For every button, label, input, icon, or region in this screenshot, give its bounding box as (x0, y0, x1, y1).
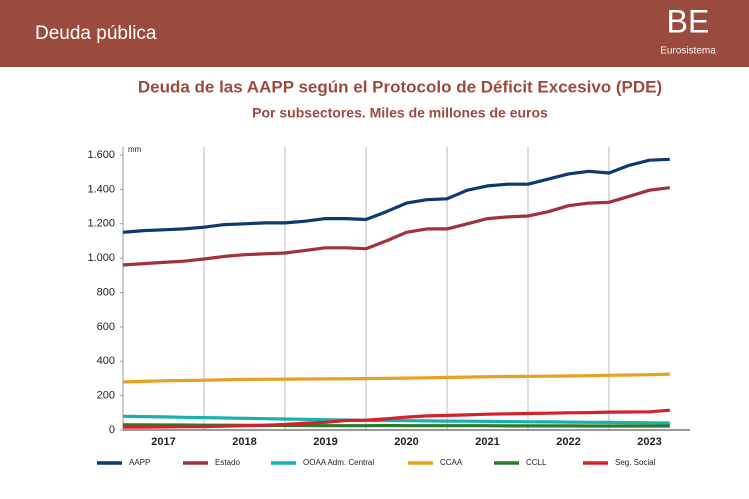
x-tick-label: 2020 (394, 436, 418, 448)
logo: BE (667, 3, 710, 39)
y-tick-label: 800 (97, 286, 115, 298)
x-tick-label: 2021 (475, 436, 499, 448)
y-unit-label: mm (128, 145, 142, 154)
legend-label: CCLL (526, 458, 547, 467)
y-tick-label: 1.000 (87, 252, 115, 264)
y-tick-label: 1.200 (87, 218, 115, 230)
y-tick-label: 400 (97, 355, 115, 367)
series-line (122, 372, 670, 384)
series-line (122, 414, 670, 425)
x-tick-label: 2019 (313, 436, 337, 448)
legend-label: OOAA Adm. Central (303, 458, 374, 467)
logo-subtitle: Eurosistema (660, 46, 716, 57)
x-tick-label: 2023 (637, 436, 661, 448)
y-tick-label: 600 (97, 321, 115, 333)
x-tick-label: 2022 (556, 436, 580, 448)
legend-label: Estado (215, 458, 240, 467)
chart-subtitle: Por subsectores. Miles de millones de eu… (252, 105, 548, 121)
series-line (122, 186, 670, 267)
x-tick-label: 2018 (232, 436, 256, 448)
chart-title: Deuda de las AAPP según el Protocolo de … (138, 77, 662, 96)
series-line (123, 408, 670, 429)
header-bar (0, 0, 749, 67)
legend-label: AAPP (129, 458, 150, 467)
header-title: Deuda pública (35, 23, 157, 44)
y-tick-label: 1.400 (87, 183, 115, 195)
y-tick-label: 0 (109, 424, 115, 436)
legend-label: Seg. Social (615, 458, 656, 467)
legend-label: CCAA (440, 458, 463, 467)
y-tick-label: 1.600 (87, 149, 115, 161)
series-line (122, 157, 670, 234)
y-tick-label: 200 (97, 390, 115, 402)
x-tick-label: 2017 (151, 436, 175, 448)
